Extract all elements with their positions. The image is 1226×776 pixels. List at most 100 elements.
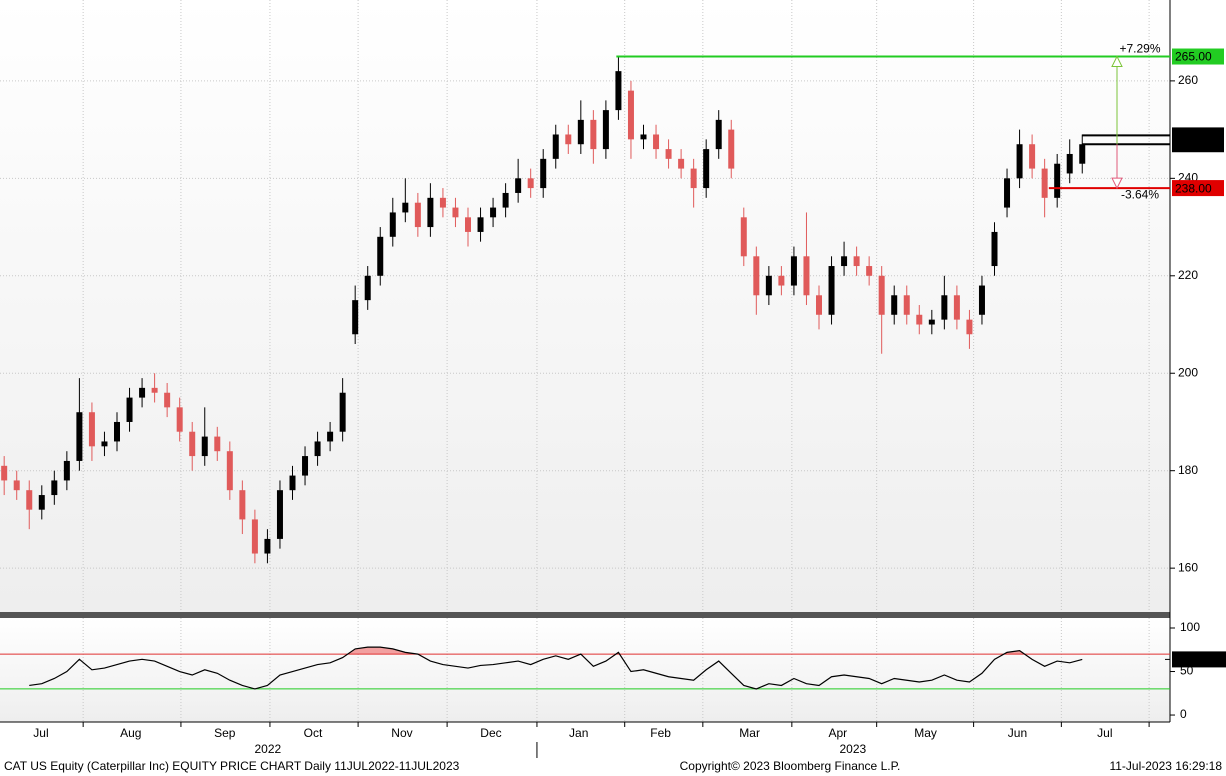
candle-body [477, 217, 484, 232]
footer-left: CAT US Equity (Caterpillar Inc) EQUITY P… [4, 759, 460, 773]
x-tick-label: Dec [480, 726, 501, 740]
candle-body [941, 295, 948, 320]
year-label: 2022 [254, 742, 281, 756]
candle-body [715, 119, 722, 150]
candle-body [176, 407, 183, 432]
level-label: 265.00 [1175, 50, 1212, 64]
candle-body [1016, 144, 1023, 179]
year-label: 2023 [839, 742, 866, 756]
candle-body [1041, 168, 1048, 198]
x-tick-label: Mar [739, 726, 760, 740]
candle-body [126, 397, 133, 422]
candle-body [602, 110, 609, 150]
candle-body [114, 421, 120, 442]
level-box [1172, 180, 1224, 197]
candle-body [289, 475, 296, 491]
candle-body [452, 207, 459, 218]
candle-body [891, 295, 898, 315]
candle-body [314, 441, 321, 457]
x-tick-label: Jan [569, 726, 588, 740]
candle-body [276, 490, 283, 539]
candle-body [189, 431, 196, 457]
x-tick-label: Jun [1008, 726, 1027, 740]
candle-body [527, 178, 534, 189]
candle-body [653, 134, 660, 150]
candle-body [966, 319, 973, 335]
annotation-label: +7.29% [1119, 42, 1160, 56]
level-box [1172, 136, 1224, 153]
candle-body [490, 207, 497, 218]
arrow-head [1111, 177, 1123, 190]
candle-body [302, 456, 309, 476]
y-tick-label: 0 [1180, 707, 1187, 721]
candle-body [778, 275, 785, 286]
candle-body [214, 436, 221, 452]
candle-body [226, 451, 233, 491]
candle-body [703, 149, 710, 189]
x-tick-label: May [914, 726, 937, 740]
candle-body [816, 295, 822, 315]
candle-body [728, 129, 735, 169]
candle-body [565, 134, 572, 145]
candle-body [991, 231, 998, 267]
candle-body [402, 202, 409, 213]
candle-body [502, 192, 509, 208]
candle-body [853, 256, 860, 267]
y-tick-label: 100 [1180, 620, 1200, 634]
x-tick-label: Sep [214, 726, 236, 740]
candle-body [389, 212, 396, 237]
candle-body [577, 119, 584, 145]
candle-body [414, 202, 421, 228]
rsi-last-label: 63.9264 [1175, 653, 1219, 667]
candle-body [690, 168, 697, 189]
candle-body [13, 480, 20, 491]
candle-body [590, 119, 597, 150]
candle-body [903, 295, 910, 315]
candle-body [1066, 153, 1073, 174]
candle-body [1054, 163, 1061, 198]
y-tick-label: 160 [1178, 560, 1198, 574]
candle-body [439, 197, 446, 208]
level-label: 238.00 [1175, 181, 1212, 195]
candle-body [51, 480, 58, 496]
level-box [1172, 48, 1224, 65]
candle-body [164, 392, 171, 408]
candle-body [339, 392, 346, 432]
candle-body [1, 465, 8, 481]
candle-body [615, 71, 622, 111]
x-tick-label: Nov [391, 726, 412, 740]
candle-body [828, 266, 835, 315]
candle-body [790, 256, 797, 286]
candle-body [88, 412, 95, 447]
price-panel [0, 0, 1170, 612]
rsi-last-box [1172, 651, 1226, 668]
candle-body [264, 538, 271, 554]
candle-body [753, 256, 760, 296]
candle-body [327, 431, 334, 442]
y-tick-label: 200 [1178, 365, 1198, 379]
candle-body [916, 314, 923, 325]
candle-body [364, 275, 371, 301]
arrow-head [1111, 55, 1123, 68]
candle-body [803, 256, 810, 296]
candle-body [953, 295, 960, 320]
candle-body [665, 149, 672, 159]
candle-body [427, 197, 434, 228]
candle-body [251, 519, 258, 554]
candle-body [352, 300, 359, 335]
candle-body [640, 134, 647, 140]
candle-body [1079, 144, 1086, 164]
candle-body [76, 412, 83, 461]
candle-body [627, 90, 634, 140]
x-tick-label: Oct [304, 726, 323, 740]
panel-divider [0, 612, 1170, 618]
annotation-label: -3.64% [1121, 187, 1159, 201]
candle-body [201, 436, 208, 457]
x-tick-label: Jul [33, 726, 48, 740]
candle-body [978, 285, 985, 315]
rsi-line [29, 646, 1083, 690]
y-tick-label: 180 [1178, 463, 1198, 477]
candle-body [1029, 144, 1036, 169]
y-tick-label: 220 [1178, 268, 1198, 282]
